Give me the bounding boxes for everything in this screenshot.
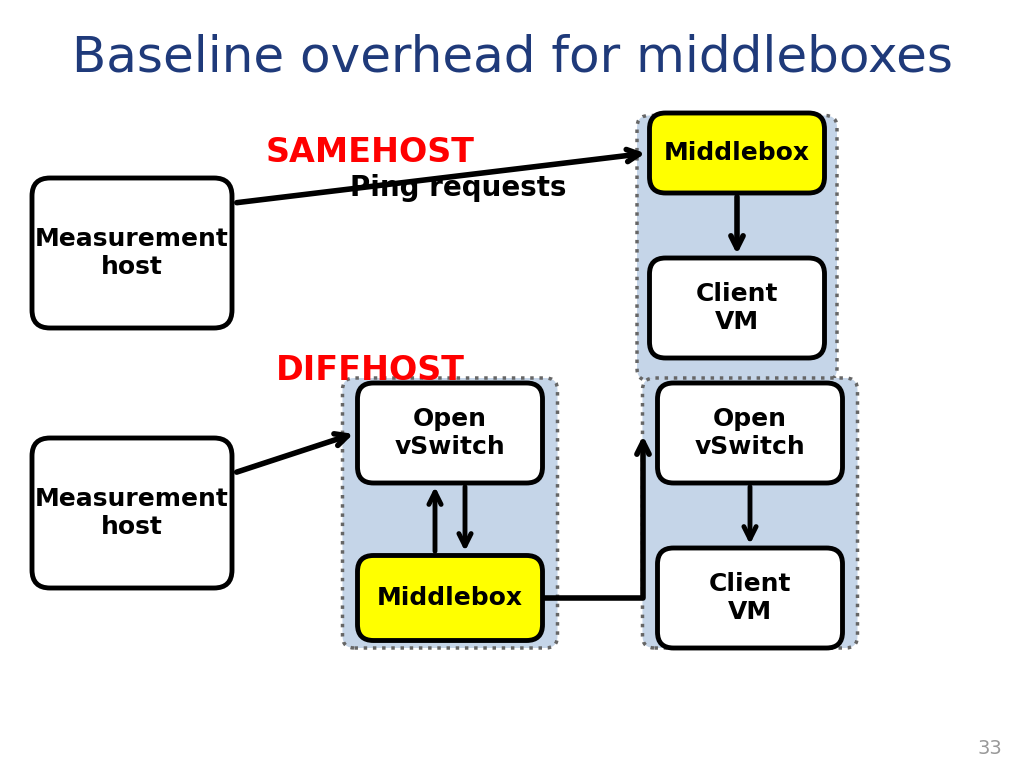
FancyBboxPatch shape (357, 383, 543, 483)
FancyBboxPatch shape (357, 555, 543, 641)
Text: Client
VM: Client VM (709, 572, 792, 624)
FancyBboxPatch shape (32, 438, 232, 588)
Text: DIFFHOST: DIFFHOST (275, 353, 465, 386)
FancyBboxPatch shape (342, 378, 557, 648)
FancyBboxPatch shape (649, 113, 824, 193)
Text: Open
vSwitch: Open vSwitch (694, 407, 805, 459)
FancyBboxPatch shape (657, 383, 843, 483)
FancyBboxPatch shape (32, 178, 232, 328)
FancyBboxPatch shape (649, 258, 824, 358)
Text: Client
VM: Client VM (695, 282, 778, 334)
Text: Measurement
host: Measurement host (35, 227, 229, 279)
Text: 33: 33 (978, 739, 1002, 757)
Text: Open
vSwitch: Open vSwitch (394, 407, 506, 459)
Text: SAMEHOST: SAMEHOST (265, 137, 474, 170)
Text: Middlebox: Middlebox (664, 141, 810, 165)
Text: Ping requests: Ping requests (350, 174, 566, 202)
Text: Middlebox: Middlebox (377, 586, 523, 610)
FancyBboxPatch shape (637, 115, 837, 380)
Text: Baseline overhead for middleboxes: Baseline overhead for middleboxes (72, 34, 952, 82)
Text: Measurement
host: Measurement host (35, 487, 229, 539)
FancyBboxPatch shape (657, 548, 843, 648)
FancyBboxPatch shape (642, 378, 857, 648)
